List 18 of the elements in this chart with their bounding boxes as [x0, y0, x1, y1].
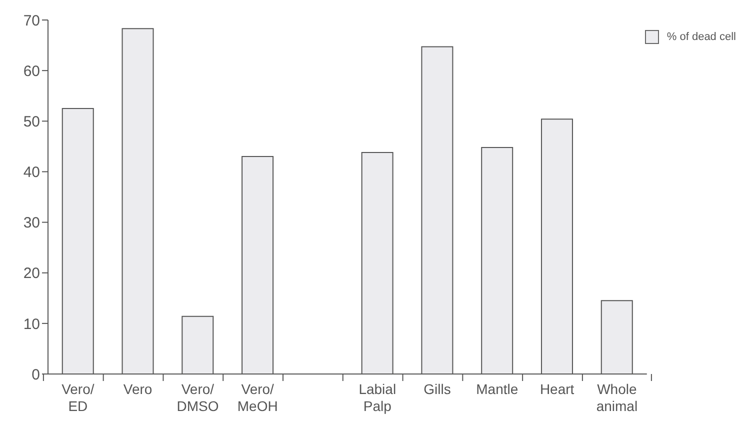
- y-tick-label: 40: [23, 164, 40, 182]
- x-tick-label: Heart: [540, 381, 574, 397]
- x-tick-label: Vero/ MeOH: [237, 381, 278, 414]
- y-tick-label: 50: [23, 113, 40, 130]
- x-tick-label: Mantle: [476, 381, 518, 397]
- x-tick-label: Whole animal: [596, 381, 638, 414]
- x-tick-label: Gills: [424, 381, 451, 397]
- y-tick-label: 20: [23, 265, 40, 282]
- legend-label: % of dead cell: [666, 31, 736, 43]
- x-tick-label: Vero/ DMSO: [176, 381, 219, 414]
- y-tick-label: 70: [23, 12, 40, 30]
- y-tick-label: 0: [32, 366, 40, 384]
- y-tick-label: 30: [23, 214, 40, 232]
- y-tick-label: 10: [23, 316, 40, 333]
- x-tick-label: Labial Palp: [358, 381, 396, 414]
- x-tick-label: Vero: [123, 381, 152, 397]
- y-tick-label: 60: [23, 62, 40, 80]
- x-tick-label: Vero/ ED: [62, 381, 94, 414]
